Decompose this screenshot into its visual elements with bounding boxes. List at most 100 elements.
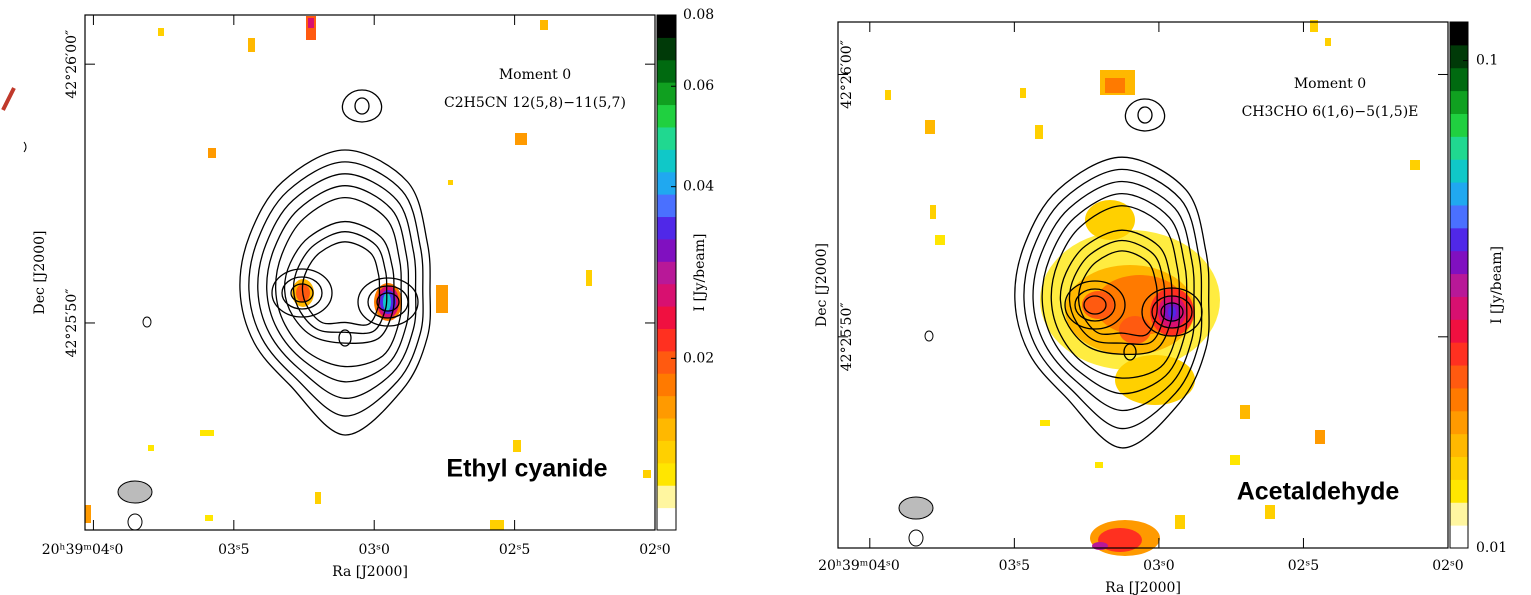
contour	[1137, 106, 1153, 124]
y-tick-label: 42°25′50″	[64, 289, 80, 358]
x-tick-label: 02ˢ5	[1288, 558, 1319, 574]
colorbar-step	[1450, 502, 1468, 526]
colorbar-step	[657, 418, 676, 441]
colorbar-step	[1450, 67, 1468, 92]
colorbar-step	[657, 462, 676, 486]
x-axis-label: Ra [J2000]	[1105, 580, 1181, 595]
colorbar-step	[657, 306, 676, 329]
colorbar-step	[657, 59, 676, 83]
contour	[1141, 287, 1203, 337]
colorbar-step	[1450, 387, 1468, 412]
contour	[354, 97, 370, 115]
colorbar-tick-label: 0.04	[683, 179, 714, 195]
contour	[290, 283, 314, 303]
x-tick-label: 20ʰ39ᵐ04ˢ0	[818, 558, 900, 574]
colorbar-step	[657, 261, 676, 285]
contour	[1064, 280, 1126, 330]
colorbar-step	[1450, 159, 1468, 183]
colorbar-step	[657, 328, 676, 352]
colorbar-tick-label: 0.01	[1476, 540, 1507, 556]
contour	[1059, 229, 1173, 356]
contour	[1083, 295, 1107, 315]
y-tick-label: 42°26′00″	[64, 30, 80, 99]
x-tick-label: 03ˢ0	[358, 542, 389, 558]
colorbar-step	[657, 194, 676, 218]
colorbar-step	[657, 216, 676, 240]
colorbar-step	[1450, 410, 1468, 435]
colorbar-step	[657, 238, 676, 262]
colorbar-step	[1450, 22, 1468, 46]
colorbar-tick-label: 0.1	[1476, 53, 1498, 69]
contour	[266, 185, 410, 383]
y-tick-label: 42°25′50″	[839, 302, 855, 371]
colorbar-step	[657, 283, 676, 307]
colorbar-step	[657, 126, 676, 150]
contour	[274, 196, 402, 368]
contour	[301, 241, 381, 326]
colorbar-step	[1450, 433, 1468, 458]
contour	[283, 220, 395, 344]
contour	[367, 285, 409, 319]
colorbar-step	[657, 395, 676, 419]
contour	[281, 276, 323, 310]
colorbar-step	[1450, 204, 1468, 229]
colorbar-frame	[656, 14, 677, 531]
colorbar-step	[657, 37, 676, 61]
contour	[1023, 168, 1203, 430]
colorbar-step	[1450, 456, 1468, 480]
x-tick-label: 20ʰ39ᵐ04ˢ0	[42, 542, 124, 558]
colorbar-step	[657, 15, 676, 38]
x-axis-label: Ra [J2000]	[332, 564, 408, 580]
colorbar-step	[657, 171, 676, 195]
colorbar-tick-label: 0.06	[683, 78, 714, 94]
emission-map	[85, 16, 1420, 556]
colorbar-step	[1450, 113, 1468, 137]
contour	[338, 329, 352, 347]
colorbar-step	[1450, 365, 1468, 389]
contour	[1041, 192, 1188, 395]
subtitle: CH3CHO 6(1,6)−5(1,5)E	[1242, 104, 1419, 120]
contour	[1124, 98, 1166, 132]
contour	[248, 161, 424, 417]
plot-frame	[84, 14, 656, 531]
contour	[376, 292, 400, 312]
x-tick-label: 03ˢ0	[1143, 558, 1174, 574]
x-tick-label: 02ˢ5	[499, 542, 530, 558]
contour	[1050, 205, 1181, 379]
contour	[1160, 302, 1184, 322]
fragment	[1, 87, 16, 111]
colorbar-step	[657, 507, 676, 531]
contour	[1068, 239, 1166, 345]
colorbar-step	[1450, 273, 1468, 297]
colorbar-step	[1450, 479, 1468, 503]
colorbar-tick-label: 0.08	[683, 7, 714, 23]
contour	[239, 149, 432, 436]
contour	[1123, 343, 1137, 361]
colorbar-label: I [Jy/beam]	[692, 233, 708, 311]
beams	[117, 316, 934, 547]
contour	[1151, 295, 1193, 329]
colorbar-step	[657, 373, 676, 397]
colorbar-step	[1450, 136, 1468, 160]
contour	[357, 277, 419, 327]
colorbar-step	[657, 485, 676, 509]
contour	[1032, 180, 1195, 412]
colorbar-label: I [Jy/beam]	[1489, 246, 1505, 324]
y-axis-label: Dec [J2000]	[32, 231, 48, 315]
colorbar-step	[1450, 90, 1468, 114]
plot-frame	[837, 21, 1449, 549]
contour	[257, 173, 417, 399]
x-tick-label: 03ˢ5	[218, 542, 249, 558]
colorbar-step	[1450, 182, 1468, 206]
x-tick-label: 02ˢ0	[639, 542, 670, 558]
colorbar-frame	[1449, 21, 1469, 549]
subtitle: C2H5CN 12(5,8)−11(5,7)	[444, 95, 626, 111]
x-tick-label: 02ˢ0	[1432, 558, 1463, 574]
colorbar-step	[1450, 319, 1468, 343]
y-axis-label: Dec [J2000]	[814, 243, 830, 327]
colorbar-step	[1450, 250, 1468, 275]
contour	[1077, 250, 1158, 337]
colorbar-step	[657, 82, 676, 106]
colorbar-step	[657, 440, 676, 464]
